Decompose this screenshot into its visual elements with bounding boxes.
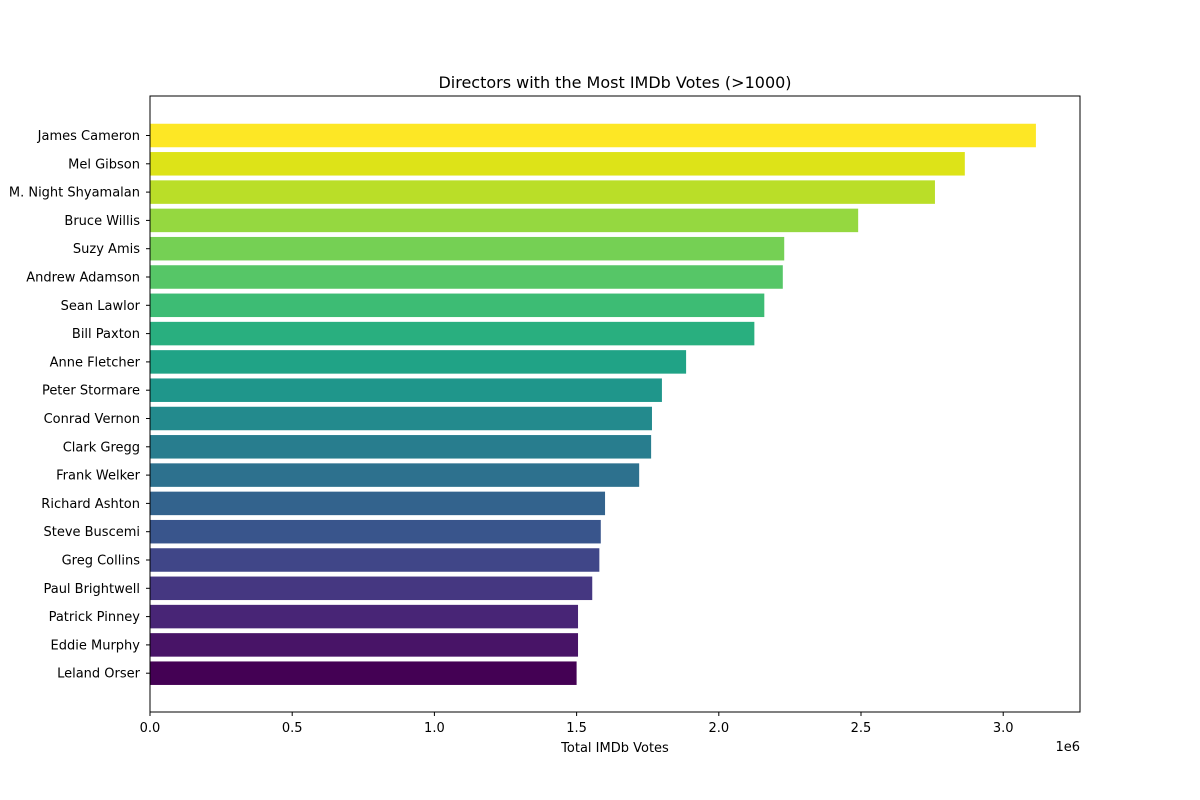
bar — [150, 604, 579, 629]
y-tick-label: Greg Collins — [62, 554, 141, 569]
y-tick-label: Frank Welker — [56, 469, 141, 484]
x-axis-ticks: 0.0 0.5 1.0 1.5 2.0 2.5 3.0 — [140, 712, 1014, 736]
x-tick-label: 0.0 — [140, 721, 161, 736]
bar — [150, 633, 579, 657]
y-tick-label: Suzy Amis — [73, 242, 140, 257]
bar — [150, 180, 935, 204]
y-tick-label: Richard Ashton — [41, 497, 140, 512]
bar — [150, 378, 662, 402]
y-tick-label: Anne Fletcher — [50, 355, 141, 370]
x-tick-label: 1.5 — [566, 721, 587, 736]
x-tick-label: 3.0 — [993, 721, 1014, 736]
y-tick-label: M. Night Shyamalan — [9, 186, 140, 201]
y-tick-label: James Cameron — [37, 129, 140, 144]
bar — [150, 519, 601, 544]
x-tick-label: 2.0 — [708, 721, 729, 736]
bar — [150, 236, 785, 261]
x-axis-title: Total IMDb Votes — [560, 741, 669, 756]
y-tick-label: Steve Buscemi — [43, 525, 140, 540]
bar — [150, 265, 783, 289]
chart-title: Directors with the Most IMDb Votes (>100… — [438, 73, 791, 92]
bar — [150, 208, 859, 233]
y-tick-label: Andrew Adamson — [26, 271, 140, 286]
bar — [150, 321, 755, 346]
bar — [150, 406, 652, 431]
bar — [150, 661, 577, 685]
bar — [150, 548, 600, 572]
y-tick-label: Bill Paxton — [72, 327, 140, 342]
bar — [150, 491, 606, 516]
y-tick-label: Leland Orser — [57, 667, 141, 682]
y-tick-label: Sean Lawlor — [61, 299, 141, 314]
y-tick-label: Eddie Murphy — [51, 638, 141, 653]
y-tick-label: Paul Brightwell — [43, 582, 140, 597]
y-tick-labels: James Cameron Mel Gibson M. Night Shyamala… — [9, 129, 150, 682]
y-tick-label: Mel Gibson — [68, 157, 140, 172]
x-tick-label: 2.5 — [851, 721, 872, 736]
x-tick-label: 1.0 — [424, 721, 445, 736]
bar — [150, 435, 652, 459]
plot-frame — [149, 95, 1081, 713]
bar — [150, 293, 765, 318]
bar — [150, 123, 1036, 148]
x-tick-label: 0.5 — [282, 721, 303, 736]
y-tick-label: Bruce Willis — [64, 214, 140, 229]
y-tick-label: Patrick Pinney — [49, 610, 141, 625]
y-tick-label: Conrad Vernon — [44, 412, 140, 427]
bars-group — [150, 123, 1036, 685]
bar — [150, 463, 640, 487]
bar — [150, 152, 965, 176]
y-tick-label: Clark Gregg — [63, 440, 140, 455]
y-tick-label: Peter Stormare — [42, 384, 140, 399]
bar — [150, 350, 687, 374]
x-axis-offset-label: 1e6 — [1055, 740, 1080, 755]
bar — [150, 576, 593, 601]
